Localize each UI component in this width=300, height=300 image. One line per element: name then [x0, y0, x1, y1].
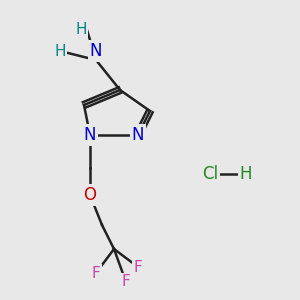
Text: Cl: Cl [202, 165, 218, 183]
Text: F: F [92, 266, 100, 280]
Text: H: H [240, 165, 252, 183]
Text: N: N [90, 42, 102, 60]
Text: F: F [122, 274, 130, 290]
Text: N: N [132, 126, 144, 144]
Text: H: H [75, 22, 87, 38]
Text: F: F [134, 260, 142, 274]
Text: N: N [84, 126, 96, 144]
Text: O: O [83, 186, 97, 204]
Text: H: H [54, 44, 66, 59]
